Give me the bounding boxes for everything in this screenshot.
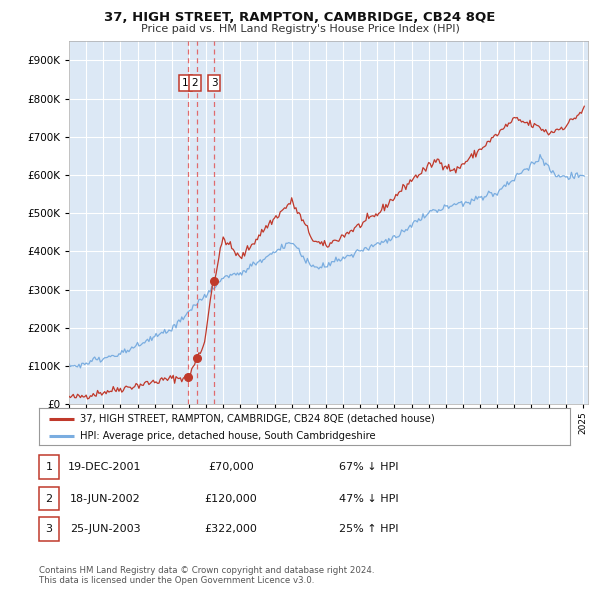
- Text: Contains HM Land Registry data © Crown copyright and database right 2024.
This d: Contains HM Land Registry data © Crown c…: [39, 566, 374, 585]
- Text: Price paid vs. HM Land Registry's House Price Index (HPI): Price paid vs. HM Land Registry's House …: [140, 24, 460, 34]
- Text: 1: 1: [182, 78, 189, 88]
- Text: 1: 1: [46, 463, 52, 472]
- Text: 19-DEC-2001: 19-DEC-2001: [68, 463, 142, 472]
- Text: 67% ↓ HPI: 67% ↓ HPI: [339, 463, 398, 472]
- Text: 18-JUN-2002: 18-JUN-2002: [70, 494, 140, 503]
- Text: £322,000: £322,000: [205, 525, 257, 534]
- Text: HPI: Average price, detached house, South Cambridgeshire: HPI: Average price, detached house, Sout…: [80, 431, 376, 441]
- Text: 2: 2: [46, 494, 52, 503]
- Text: 3: 3: [211, 78, 218, 88]
- Text: 25-JUN-2003: 25-JUN-2003: [70, 525, 140, 534]
- Text: £70,000: £70,000: [208, 463, 254, 472]
- Text: 47% ↓ HPI: 47% ↓ HPI: [339, 494, 398, 503]
- Text: 37, HIGH STREET, RAMPTON, CAMBRIDGE, CB24 8QE: 37, HIGH STREET, RAMPTON, CAMBRIDGE, CB2…: [104, 11, 496, 24]
- Text: 3: 3: [46, 525, 52, 534]
- Text: 37, HIGH STREET, RAMPTON, CAMBRIDGE, CB24 8QE (detached house): 37, HIGH STREET, RAMPTON, CAMBRIDGE, CB2…: [80, 414, 435, 424]
- Text: £120,000: £120,000: [205, 494, 257, 503]
- Text: 25% ↑ HPI: 25% ↑ HPI: [339, 525, 398, 534]
- Text: 2: 2: [191, 78, 198, 88]
